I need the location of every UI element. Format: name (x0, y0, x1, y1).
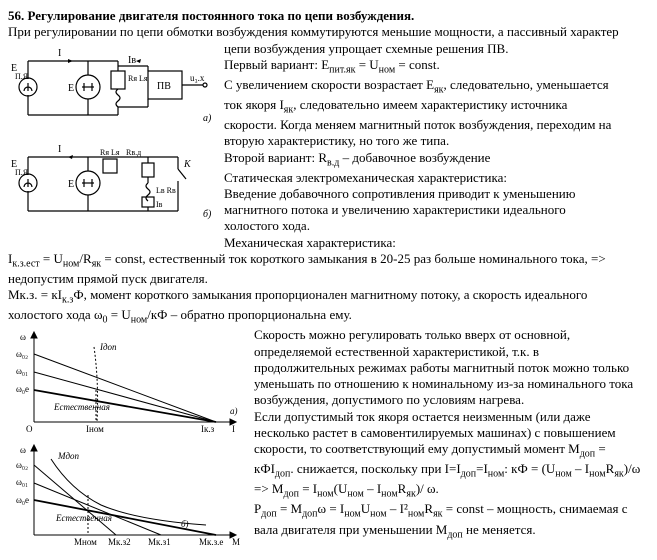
svg-text:Mк.з1: Mк.з1 (148, 537, 171, 547)
svg-text:Iв: Iв (128, 55, 136, 66)
svg-text:ω₀₁: ω₀₁ (16, 366, 28, 376)
svg-text:M: M (232, 537, 240, 547)
mid-text-2: недопустим прямой пуск двигателя. (8, 271, 649, 287)
svg-text:Iв: Iв (156, 200, 163, 209)
svg-text:П.Я: П.Я (15, 168, 29, 177)
svg-text:Естественная: Естественная (53, 402, 110, 412)
lower-text: Скорость можно регулировать только вверх… (254, 327, 649, 541)
svg-text:П.Я: П.Я (15, 72, 29, 81)
svg-text:ω₀е: ω₀е (16, 495, 29, 505)
mid-text-3: Mк.з. = кIк.зФ, момент короткого замыкан… (8, 287, 649, 307)
svg-text:Mк.з2: Mк.з2 (108, 537, 131, 547)
svg-text:Lв Rв: Lв Rв (156, 186, 176, 195)
svg-text:ПВ: ПВ (157, 81, 171, 92)
circuit-diagrams: E П.Я I E (8, 41, 218, 236)
upper-text: цепи возбуждения упрощает схемные решени… (224, 41, 649, 251)
svg-text:а): а) (230, 406, 238, 416)
svg-text:ω₀₂: ω₀₂ (16, 349, 28, 359)
svg-text:Rя Lя: Rя Lя (100, 148, 120, 157)
mid-text-4: холостого хода ω0 = Uном/кФ – обратно пр… (8, 307, 649, 327)
section-title: 56. Регулирование двигателя постоянного … (8, 8, 649, 24)
svg-text:ω₀е: ω₀е (16, 384, 29, 394)
svg-text:K: K (183, 159, 192, 170)
svg-text:ω: ω (20, 445, 26, 455)
svg-text:Iк.з: Iк.з (201, 424, 215, 434)
svg-text:E: E (68, 83, 74, 94)
charts: ω ω₀₂ ω₀₁ ω₀е О Iном Iк.з I Естественная… (8, 327, 248, 552)
svg-text:О: О (26, 424, 33, 434)
mid-text-1: Iк.з.ест = Uном/Rяк = const, естественны… (8, 251, 649, 271)
svg-text:Mдоп: Mдоп (57, 451, 80, 461)
svg-text:Rя Lя: Rя Lя (128, 74, 148, 83)
svg-text:б): б) (203, 209, 212, 220)
svg-text:Естественная: Естественная (55, 513, 112, 523)
intro-line: При регулировании по цепи обмотки возбуж… (8, 24, 649, 40)
svg-text:Iном: Iном (86, 424, 104, 434)
svg-text:I: I (232, 424, 235, 434)
svg-text:Мном: Мном (74, 537, 97, 547)
svg-text:ω₀₁: ω₀₁ (16, 477, 28, 487)
svg-text:ω: ω (20, 332, 26, 342)
svg-text:Mк.з.е: Mк.з.е (199, 537, 223, 547)
svg-text:I: I (58, 48, 61, 59)
svg-text:ω₀₂: ω₀₂ (16, 460, 28, 470)
svg-text:u₃.х: u₃.х (190, 73, 205, 83)
svg-text:б): б) (181, 519, 189, 529)
svg-text:Rв.д: Rв.д (126, 148, 141, 157)
svg-text:Iдоп: Iдоп (99, 342, 117, 352)
svg-text:E: E (68, 179, 74, 190)
svg-text:а): а) (203, 113, 212, 124)
svg-text:I: I (58, 144, 61, 155)
